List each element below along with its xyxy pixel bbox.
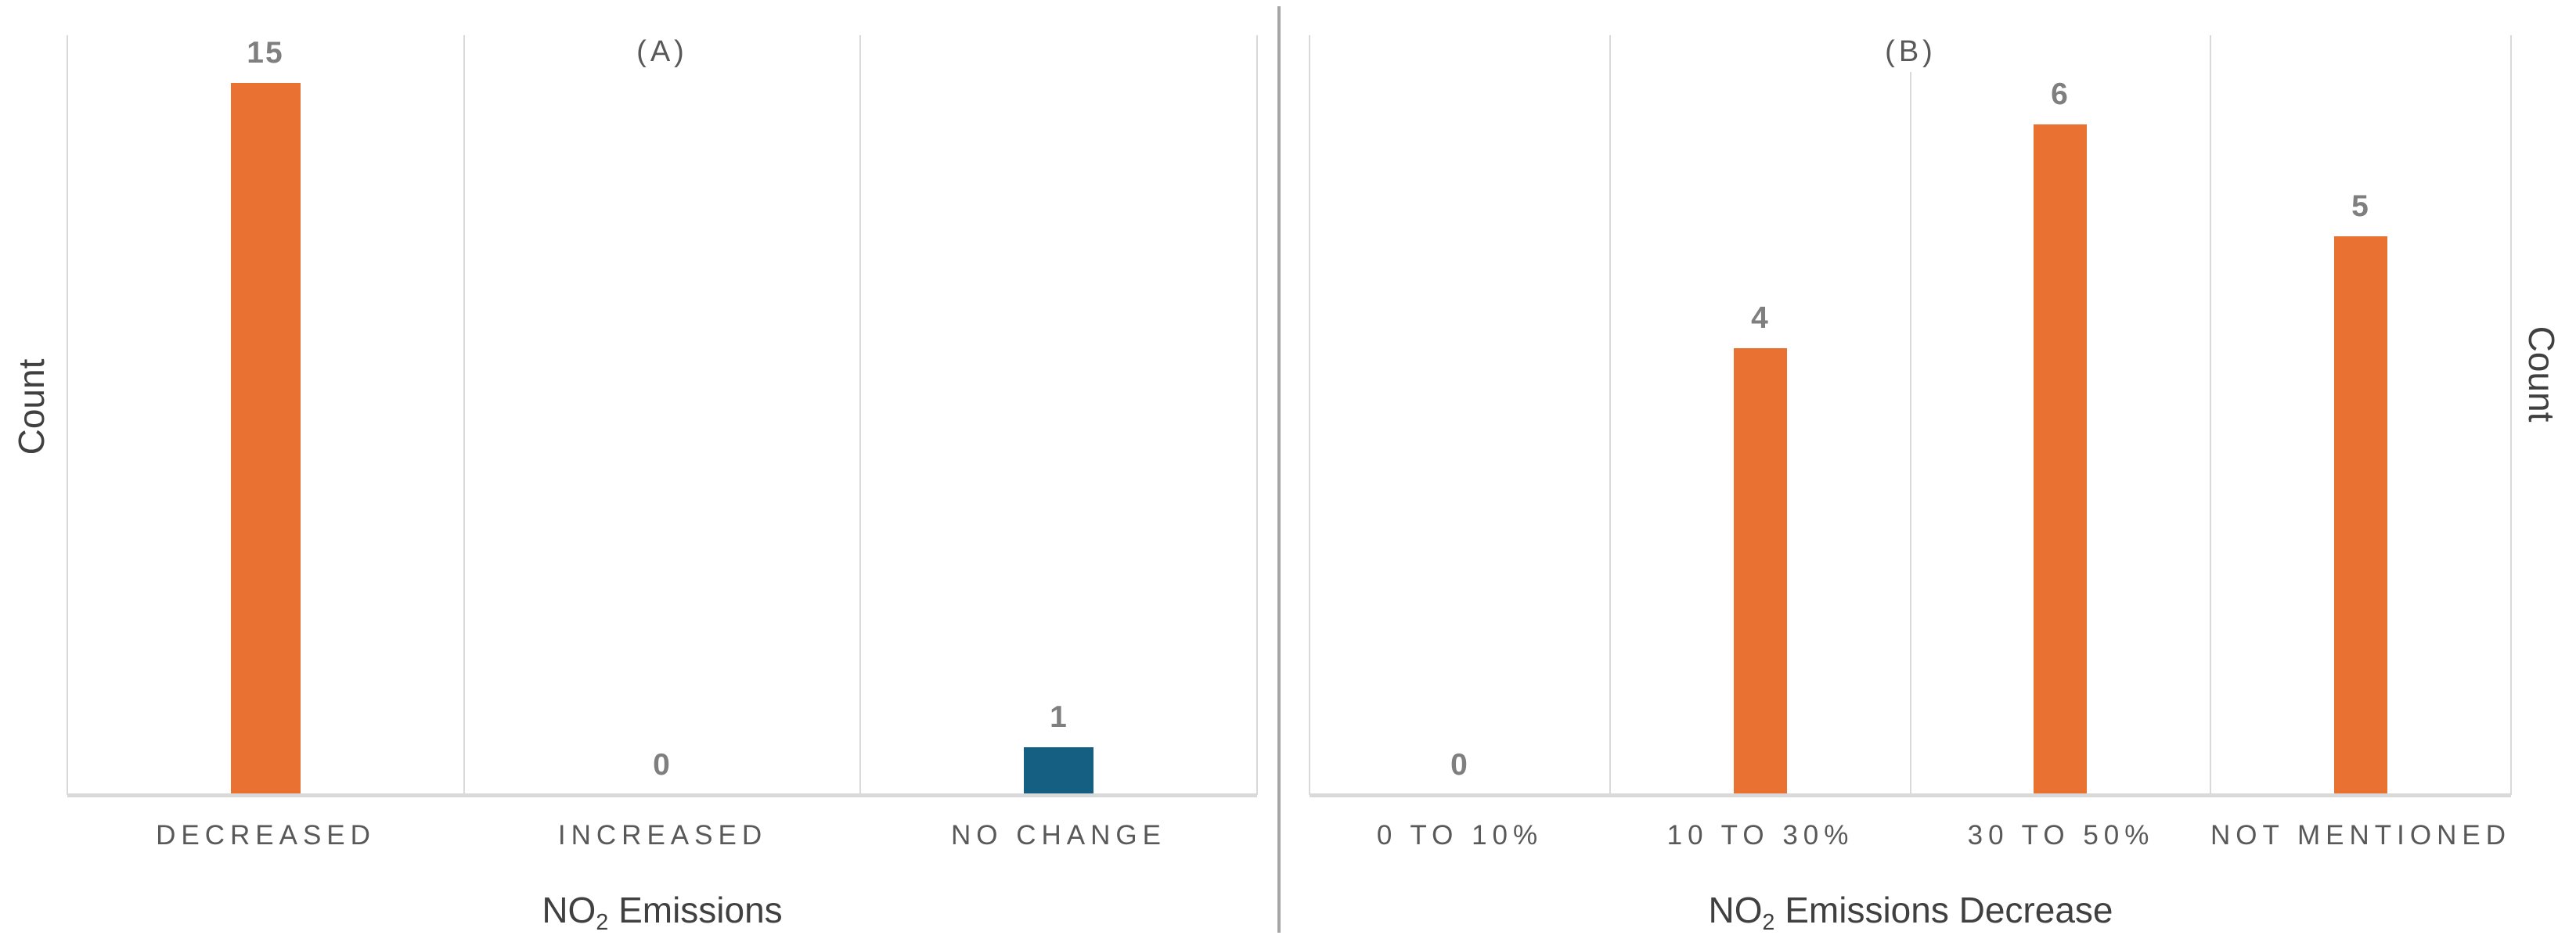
value-label-decreased: 15 <box>247 36 284 70</box>
category-label-increased: INCREASED <box>557 820 768 851</box>
gridline <box>1256 35 1258 795</box>
x-axis-title-text: NO <box>1708 890 1763 930</box>
gridline <box>463 35 465 795</box>
gridline <box>1910 35 1911 795</box>
x-axis-line <box>1310 793 2511 797</box>
gridline <box>859 35 861 795</box>
x-axis-title-text: Emissions <box>618 890 783 930</box>
value-label-0-to-10: 0 <box>1450 748 1469 782</box>
gridline <box>2510 35 2512 795</box>
gridline <box>67 35 68 795</box>
category-label-30-to-50: 30 TO 50% <box>1967 820 2155 851</box>
y-axis-title-b: Count <box>2521 326 2562 423</box>
value-label-10-to-30: 4 <box>1751 301 1770 335</box>
gridline <box>2210 35 2211 795</box>
value-label-increased: 0 <box>653 748 672 782</box>
category-label-10-to-30: 10 TO 30% <box>1666 820 1854 851</box>
x-axis-line <box>67 793 1257 797</box>
x-axis-title-text: Emissions Decrease <box>1785 890 2113 930</box>
x-axis-title-b: NO2 Emissions Decrease <box>1519 886 2302 935</box>
category-label-decreased: DECREASED <box>156 820 376 851</box>
bar-decreased <box>231 83 301 795</box>
x-axis-title-text: NO <box>542 890 596 930</box>
x-axis-title-a: NO2 Emissions <box>271 886 1054 935</box>
panel-title-b: (B) <box>1809 31 2012 72</box>
x-axis-title-subscript: 2 <box>596 909 609 935</box>
value-label-not-mentioned: 5 <box>2351 189 2370 223</box>
value-label-no-change: 1 <box>1050 700 1068 734</box>
x-axis-title-subscript: 2 <box>1762 909 1775 935</box>
panel-title-a: (A) <box>560 31 764 72</box>
bar-30-to-50 <box>2034 124 2087 795</box>
category-label-0-to-10: 0 TO 10% <box>1376 820 1544 851</box>
bar-no-change <box>1024 747 1093 795</box>
category-label-not-mentioned: NOT MENTIONED <box>2210 820 2511 851</box>
bar-10-to-30 <box>1734 348 1787 795</box>
category-label-no-change: NO CHANGE <box>951 820 1166 851</box>
bar-not-mentioned <box>2334 236 2387 795</box>
panel-divider <box>1277 6 1281 933</box>
gridline <box>1309 35 1310 795</box>
gridline <box>1609 35 1611 795</box>
y-axis-title-a: Count <box>11 358 52 455</box>
value-label-30-to-50: 6 <box>2051 77 2070 111</box>
